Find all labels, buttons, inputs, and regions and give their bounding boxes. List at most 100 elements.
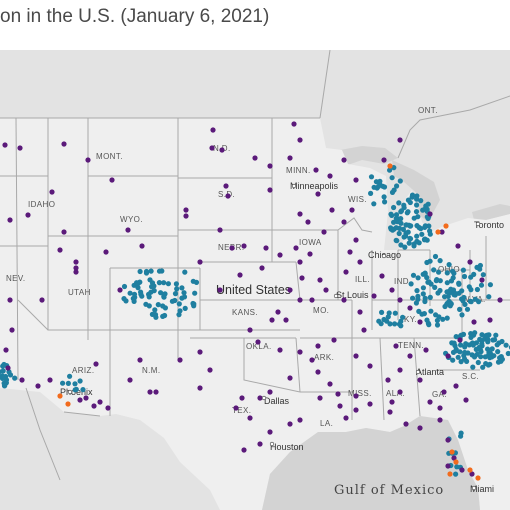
map-marker[interactable] xyxy=(57,247,63,253)
map-marker[interactable] xyxy=(408,281,414,287)
map-marker[interactable] xyxy=(468,274,474,280)
map-marker[interactable] xyxy=(331,337,337,343)
map-marker[interactable] xyxy=(421,236,428,242)
map-marker[interactable] xyxy=(406,240,412,246)
map-marker[interactable] xyxy=(460,267,466,273)
map-marker[interactable] xyxy=(432,253,439,260)
map-marker[interactable] xyxy=(257,395,263,401)
map-marker[interactable] xyxy=(217,287,223,293)
map-marker[interactable] xyxy=(177,308,183,314)
map-marker[interactable] xyxy=(421,311,427,317)
map-marker[interactable] xyxy=(451,340,457,346)
map-marker[interactable] xyxy=(73,386,79,392)
map-marker[interactable] xyxy=(411,241,417,247)
map-marker[interactable] xyxy=(445,353,451,359)
map-marker[interactable] xyxy=(487,355,493,361)
map-marker[interactable] xyxy=(97,399,103,405)
map-marker[interactable] xyxy=(229,245,235,251)
map-marker[interactable] xyxy=(398,208,405,214)
map-marker[interactable] xyxy=(1,361,7,368)
map-marker[interactable] xyxy=(491,353,497,359)
map-marker[interactable] xyxy=(353,407,359,413)
map-marker[interactable] xyxy=(422,298,428,305)
map-marker[interactable] xyxy=(455,243,461,249)
map-marker[interactable] xyxy=(313,167,319,173)
map-marker[interactable] xyxy=(414,233,420,239)
map-marker[interactable] xyxy=(138,291,144,297)
map-marker[interactable] xyxy=(413,209,420,215)
map-marker[interactable] xyxy=(427,258,433,264)
map-marker[interactable] xyxy=(139,243,145,249)
map-marker[interactable] xyxy=(347,249,353,255)
map-marker[interactable] xyxy=(67,373,73,379)
map-marker[interactable] xyxy=(482,354,488,360)
map-marker[interactable] xyxy=(393,343,399,349)
map-marker[interactable] xyxy=(0,373,5,379)
map-marker[interactable] xyxy=(497,297,503,303)
map-marker[interactable] xyxy=(368,190,374,196)
map-marker[interactable] xyxy=(197,349,203,355)
map-marker[interactable] xyxy=(474,286,480,293)
map-marker[interactable] xyxy=(443,223,449,229)
map-marker[interactable] xyxy=(179,285,185,291)
map-marker[interactable] xyxy=(375,183,382,189)
map-marker[interactable] xyxy=(371,201,377,207)
map-marker[interactable] xyxy=(437,287,443,294)
map-marker[interactable] xyxy=(137,357,143,363)
map-marker[interactable] xyxy=(146,294,152,300)
map-marker[interactable] xyxy=(442,294,448,300)
map-marker[interactable] xyxy=(444,315,450,321)
map-marker[interactable] xyxy=(269,317,275,323)
map-marker[interactable] xyxy=(263,245,269,251)
map-marker[interactable] xyxy=(147,277,153,283)
map-marker[interactable] xyxy=(462,356,468,362)
map-marker[interactable] xyxy=(389,287,395,293)
map-marker[interactable] xyxy=(397,367,403,373)
map-marker[interactable] xyxy=(436,269,442,275)
map-marker[interactable] xyxy=(73,265,79,271)
map-marker[interactable] xyxy=(400,226,406,232)
map-marker[interactable] xyxy=(467,298,473,304)
map-marker[interactable] xyxy=(197,385,203,391)
map-marker[interactable] xyxy=(410,295,416,301)
map-marker[interactable] xyxy=(267,187,273,193)
map-marker[interactable] xyxy=(183,213,189,219)
map-marker[interactable] xyxy=(225,193,231,199)
map-marker[interactable] xyxy=(416,224,422,231)
map-marker[interactable] xyxy=(413,300,419,306)
map-marker[interactable] xyxy=(458,433,464,439)
map-marker[interactable] xyxy=(437,417,443,423)
map-marker[interactable] xyxy=(386,310,392,316)
map-marker[interactable] xyxy=(297,211,303,217)
map-marker[interactable] xyxy=(287,375,293,381)
map-marker[interactable] xyxy=(483,361,489,367)
map-marker[interactable] xyxy=(307,251,313,257)
map-marker[interactable] xyxy=(137,268,143,275)
map-marker[interactable] xyxy=(327,173,333,179)
map-marker[interactable] xyxy=(453,471,459,477)
map-marker[interactable] xyxy=(233,405,239,411)
map-marker[interactable] xyxy=(422,270,428,276)
map-marker[interactable] xyxy=(437,278,443,284)
map-marker[interactable] xyxy=(427,211,433,217)
map-marker[interactable] xyxy=(162,291,168,297)
map-marker[interactable] xyxy=(297,417,303,423)
map-marker[interactable] xyxy=(65,401,71,407)
map-marker[interactable] xyxy=(407,353,413,359)
map-marker[interactable] xyxy=(440,316,446,322)
map-marker[interactable] xyxy=(368,174,375,180)
map-marker[interactable] xyxy=(5,365,11,371)
map-marker[interactable] xyxy=(158,290,164,296)
map-marker[interactable] xyxy=(73,259,79,265)
map-marker[interactable] xyxy=(341,219,347,225)
map-marker[interactable] xyxy=(117,287,123,293)
map-marker[interactable] xyxy=(17,145,23,151)
map-marker[interactable] xyxy=(165,281,171,287)
map-marker[interactable] xyxy=(61,141,67,147)
map-marker[interactable] xyxy=(458,342,464,348)
map-marker[interactable] xyxy=(503,342,509,348)
map-marker[interactable] xyxy=(257,441,263,447)
map-marker[interactable] xyxy=(277,252,283,258)
map-marker[interactable] xyxy=(427,294,433,300)
map-marker[interactable] xyxy=(182,269,188,275)
